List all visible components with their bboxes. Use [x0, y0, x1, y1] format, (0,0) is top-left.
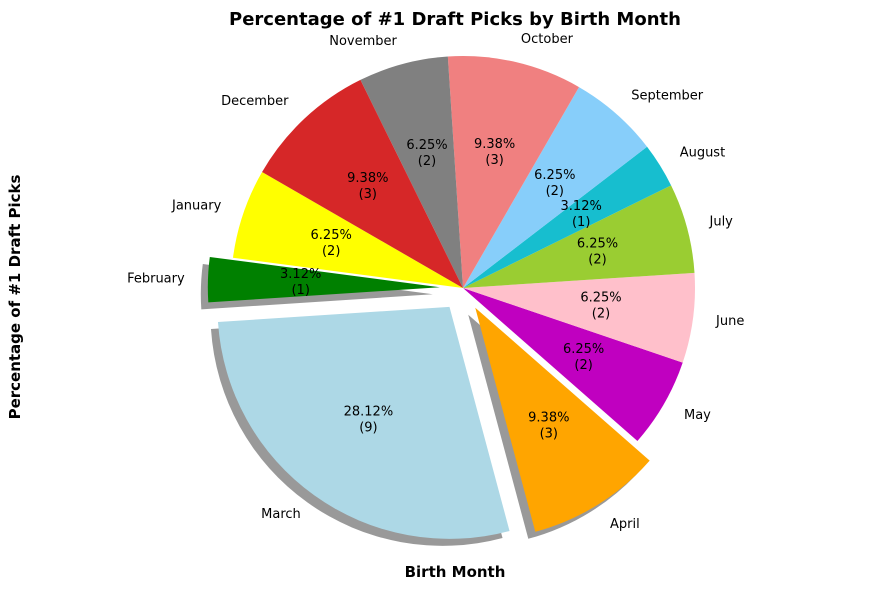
pie-slice-may — [463, 288, 683, 441]
pie-slice-october — [447, 56, 579, 288]
slice-count-august: (1) — [572, 215, 590, 230]
slice-percent-december: 9.38% — [347, 171, 388, 186]
pie-slice-july — [463, 185, 695, 288]
slice-percent-july: 6.25% — [577, 237, 618, 252]
slice-count-july: (2) — [588, 253, 606, 268]
pie-slice-december — [262, 79, 463, 289]
slice-count-january: (2) — [322, 244, 340, 259]
pie-slice-september — [463, 87, 648, 288]
slice-label-december: December — [221, 94, 289, 109]
pie-slice-march — [217, 306, 510, 539]
slice-count-april: (3) — [540, 426, 558, 441]
pie-slice-june — [463, 272, 695, 363]
slice-percent-november: 6.25% — [406, 138, 447, 153]
slice-label-september: September — [631, 89, 704, 104]
slice-label-january: January — [171, 199, 222, 214]
slice-percent-october: 9.38% — [474, 137, 515, 152]
slice-count-october: (3) — [485, 153, 503, 168]
pie-slice-january — [232, 172, 463, 288]
slice-label-july: July — [709, 214, 734, 229]
x-axis-label: Birth Month — [405, 563, 506, 581]
slice-label-february: February — [127, 271, 185, 286]
pie-slice-april — [475, 307, 650, 532]
slice-count-december: (3) — [359, 187, 377, 202]
pie-slice-november — [360, 56, 463, 288]
chart-title: Percentage of #1 Draft Picks by Birth Mo… — [229, 9, 681, 30]
slice-label-august: August — [680, 146, 726, 161]
slice-label-november: November — [329, 34, 397, 49]
y-axis-label: Percentage of #1 Draft Picks — [6, 175, 24, 420]
slice-count-november: (2) — [418, 154, 436, 169]
pie-slice-february — [207, 256, 440, 303]
pie-slice-august — [463, 146, 672, 288]
slice-count-september: (2) — [546, 184, 564, 199]
slice-label-may: May — [684, 408, 711, 423]
slice-count-february: (1) — [291, 283, 309, 298]
slice-count-march: (9) — [359, 421, 377, 436]
slice-label-june: June — [715, 314, 744, 329]
slice-percent-february: 3.12% — [280, 267, 321, 282]
slice-label-march: March — [261, 507, 301, 522]
slice-percent-august: 3.12% — [561, 199, 602, 214]
slice-percent-january: 6.25% — [311, 228, 352, 243]
slice-count-june: (2) — [592, 307, 610, 322]
slice-count-may: (2) — [574, 358, 592, 373]
slice-percent-may: 6.25% — [563, 342, 604, 357]
pie-slices — [207, 56, 695, 539]
slice-percent-september: 6.25% — [534, 168, 575, 183]
slice-percent-march: 28.12% — [344, 405, 394, 420]
slice-percent-april: 9.38% — [528, 410, 569, 425]
slice-label-october: October — [521, 32, 574, 47]
slice-percent-june: 6.25% — [580, 291, 621, 306]
slice-label-april: April — [610, 517, 640, 532]
